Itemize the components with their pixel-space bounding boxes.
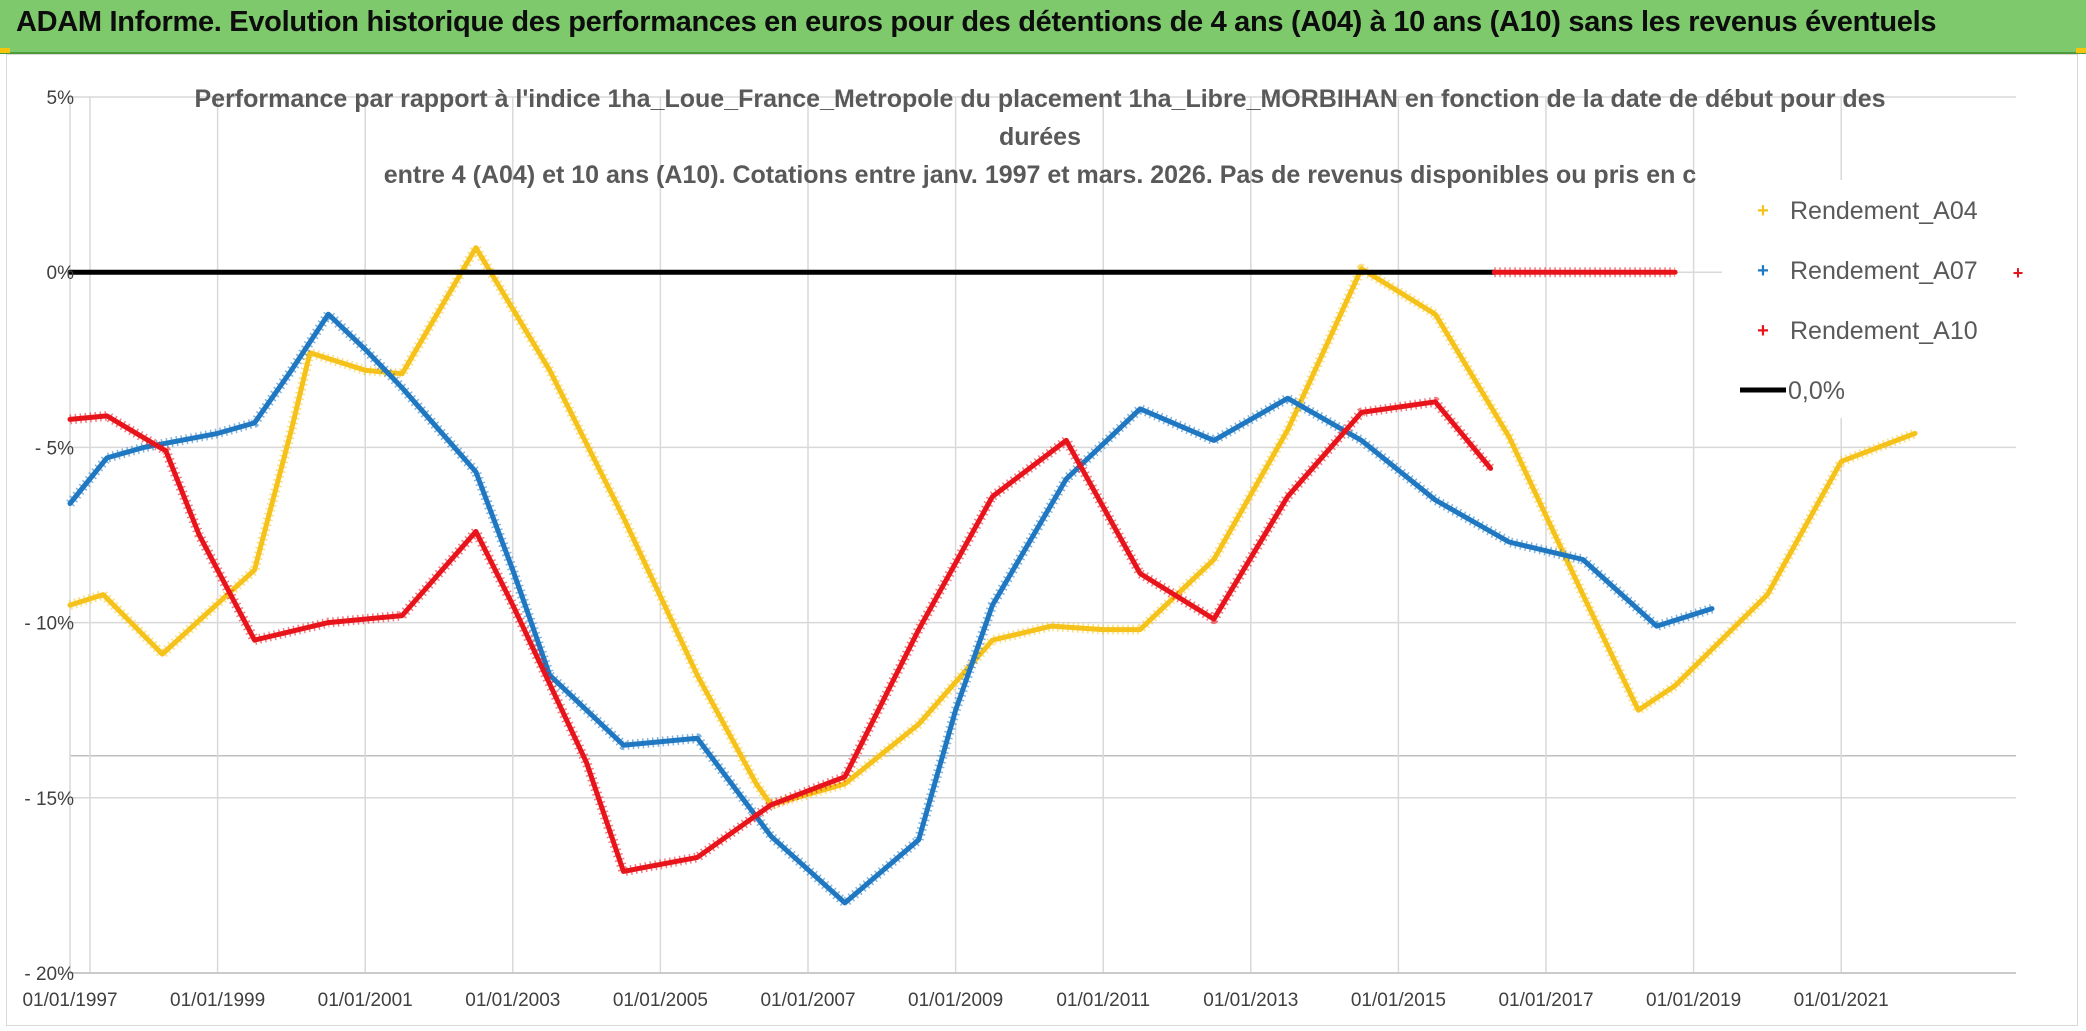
series-marker-texture [69,396,1495,877]
legend-label: Rendement_A07 [1790,257,1978,285]
legend-label: Rendement_A10 [1790,317,1978,345]
x-tick-label: 01/01/2007 [760,990,855,1011]
x-tick-label: 01/01/2019 [1646,990,1741,1011]
corner-accent-right [2076,48,2086,53]
axis-labels: 5% 0% - 5% - 10% - 15% - 20% 01/01/1997 01/01/1… [22,88,1888,1011]
chart-title-line: durées [999,123,1081,151]
x-tick-label: 01/01/2003 [465,990,560,1011]
chart-title-line: Performance par rapport à l'indice 1ha_L… [194,85,1885,113]
x-tick-label: 01/01/2001 [318,990,413,1011]
chart-frame [6,54,2078,1026]
x-tick-label: 01/01/2015 [1351,990,1446,1011]
legend-plus-marker: + [1757,200,1769,222]
chart-title: Performance par rapport à l'indice 1ha_L… [194,85,1885,189]
corner-accent-left [0,48,10,53]
x-tick-label: 01/01/2009 [908,990,1003,1011]
x-tick-label: 01/01/1999 [170,990,265,1011]
legend: + Rendement_A04 + Rendement_A07 + Rendement_A… [1722,180,2023,418]
gridlines [69,96,2016,974]
legend-extra-marker: + [2013,263,2024,283]
legend-box [1722,180,2022,418]
legend-plus-marker: + [1757,260,1769,282]
x-tick-label: 01/01/2005 [613,990,708,1011]
y-tick-label: - 15% [24,789,74,810]
legend-plus-marker: + [1757,320,1769,342]
legend-label: 0,0% [1788,377,1845,405]
y-tick-label: 5% [47,88,75,109]
x-tick-label: 01/01/2017 [1498,990,1593,1011]
header-banner: ADAM Informe. Evolution historique des p… [0,0,2086,54]
series-marker-texture [66,309,1714,908]
y-tick-label: - 10% [24,614,74,635]
chart-title-line: entre 4 (A04) et 10 ans (A10). Cotations… [384,161,1697,189]
x-tick-label: 01/01/1997 [22,990,117,1011]
y-tick-label: 0% [47,263,75,284]
legend-label: Rendement_A04 [1790,197,1978,225]
x-tick-label: 01/01/2021 [1794,990,1889,1011]
report-title: ADAM Informe. Evolution historique des p… [16,6,1937,38]
y-tick-label: - 5% [35,438,74,459]
series-line-rendement-a07 [67,311,1715,906]
series-layer [66,242,1918,908]
y-tick-label: - 20% [24,964,74,985]
x-tick-label: 01/01/2011 [1056,990,1150,1011]
series-marker-texture [68,242,1917,810]
x-tick-label: 01/01/2013 [1203,990,1298,1011]
